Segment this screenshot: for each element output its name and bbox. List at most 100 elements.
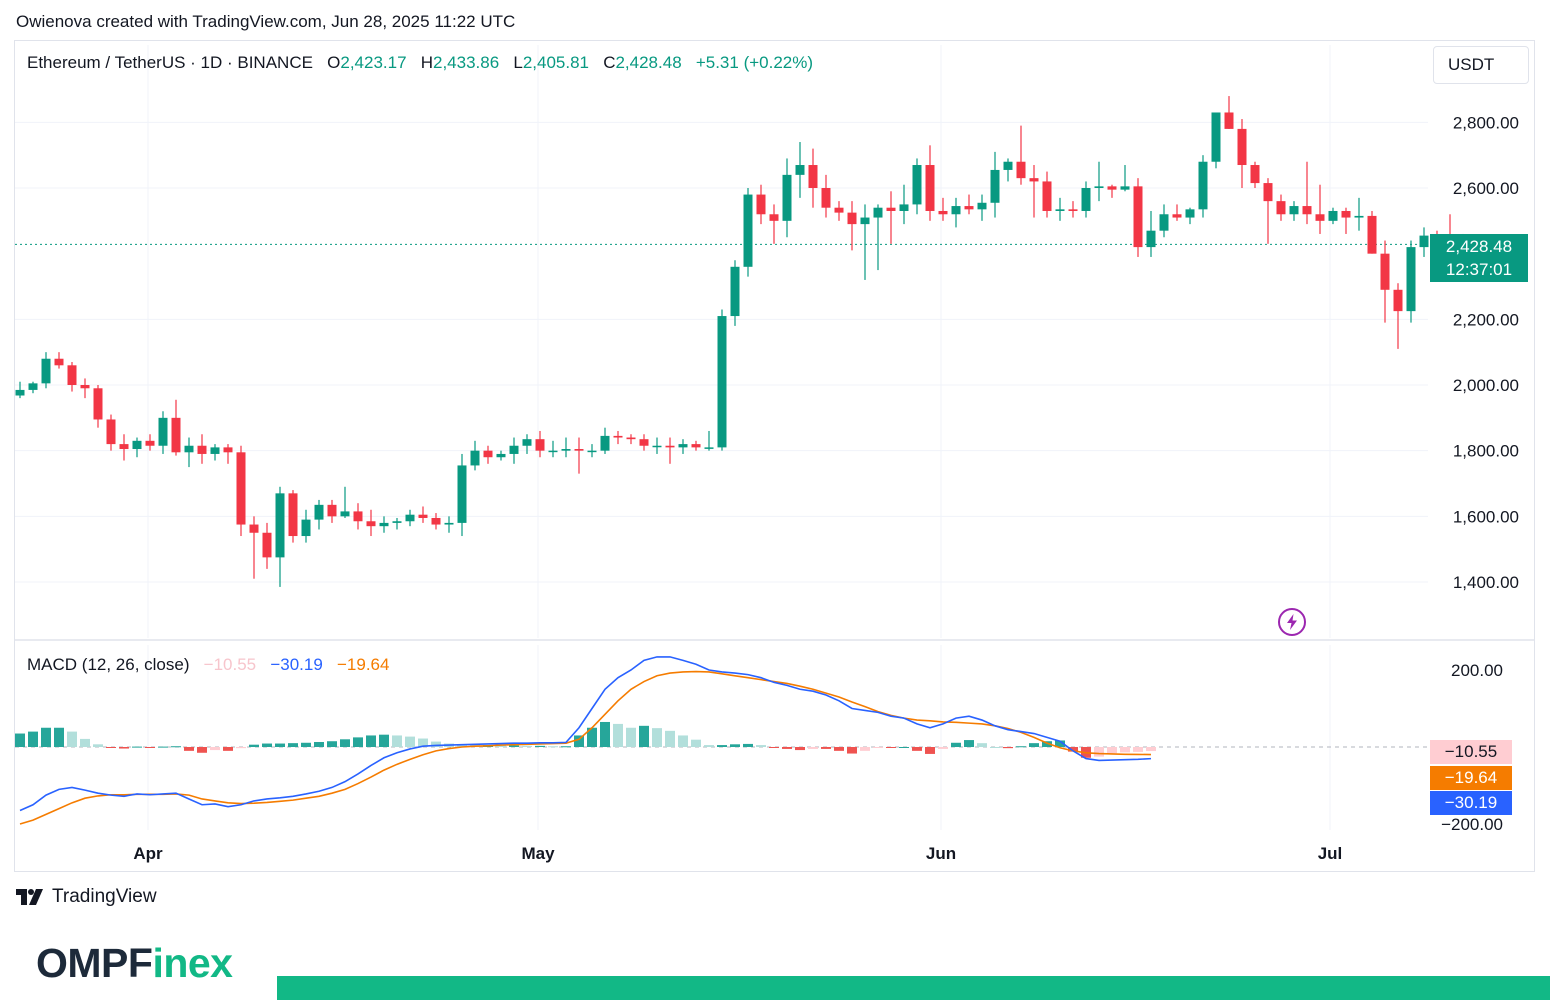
- macd-histogram-bar: [717, 745, 727, 747]
- macd-histogram-bar: [1016, 746, 1026, 748]
- macd-histogram-bar: [847, 747, 857, 754]
- candle-body: [769, 214, 779, 221]
- candle-body: [626, 437, 636, 440]
- candle-body: [353, 511, 363, 522]
- logo-main-text: OMPF: [36, 940, 153, 986]
- macd-histogram-bar: [1107, 747, 1117, 754]
- candle-body: [28, 383, 38, 390]
- candle-body: [821, 188, 831, 208]
- candle-body: [262, 532, 272, 558]
- candle-body: [444, 522, 454, 525]
- currency-selector[interactable]: USDT: [1433, 46, 1529, 84]
- macd-line: [19, 656, 1152, 812]
- macd-histogram-bar: [860, 747, 870, 751]
- macd-histogram-bar: [275, 743, 285, 747]
- flash-icon[interactable]: [1277, 607, 1307, 637]
- macd-histogram-bar: [678, 735, 688, 747]
- macd-pane: [15, 656, 1428, 825]
- macd-histogram-bar: [834, 747, 844, 751]
- macd-histogram-bar: [912, 747, 922, 751]
- candle-body: [145, 440, 155, 446]
- macd-histogram-bar: [600, 721, 610, 747]
- candle-body: [366, 521, 376, 527]
- open-value: 2,423.17: [340, 53, 407, 72]
- macd-histogram-bar: [392, 735, 402, 747]
- price-tick-label: 1,800.00: [1453, 442, 1519, 461]
- candle-body: [1172, 214, 1182, 218]
- candle-body: [613, 435, 623, 438]
- macd-histogram-bar: [210, 747, 220, 751]
- candle-body: [574, 449, 584, 451]
- candle-body: [1302, 206, 1312, 215]
- candle-body: [951, 206, 961, 215]
- candle-body: [340, 511, 350, 517]
- candle-body: [964, 206, 974, 210]
- candle-body: [418, 514, 428, 518]
- candle-body: [197, 445, 207, 454]
- candle-body: [860, 217, 870, 225]
- macd-histogram-bar: [28, 731, 38, 747]
- candle-body: [1003, 161, 1013, 170]
- macd-histogram-bar: [223, 747, 233, 751]
- candle-body: [1328, 210, 1338, 221]
- candle-body: [457, 465, 467, 523]
- candle-body: [1406, 247, 1416, 312]
- macd-histogram-bar: [1120, 747, 1130, 753]
- candle-body: [548, 450, 558, 453]
- candle-body: [925, 165, 935, 211]
- macd-histogram-bar: [691, 739, 701, 747]
- macd-histogram-bar: [652, 728, 662, 747]
- tradingview-brand: TradingView: [16, 886, 157, 908]
- macd-histogram-bar: [431, 741, 441, 747]
- symbol-title: Ethereum / TetherUS · 1D · BINANCE: [27, 53, 313, 72]
- macd-histogram-bar: [1042, 741, 1052, 747]
- macd-histogram-bar: [340, 739, 350, 747]
- candle-body: [873, 207, 883, 218]
- macd-histogram-bar: [418, 738, 428, 747]
- macd-histogram-bar: [41, 727, 51, 747]
- macd-histogram-bar: [67, 731, 77, 747]
- candle-body: [561, 449, 571, 451]
- candle-body: [1341, 210, 1351, 218]
- grid: [15, 45, 1534, 830]
- macd-histogram-bar: [249, 744, 259, 747]
- candle-body: [106, 419, 116, 445]
- macd-histogram-bar: [1068, 747, 1078, 752]
- macd-histogram-bar: [964, 740, 974, 747]
- macd-histogram-bar: [1003, 747, 1013, 749]
- candle-body: [93, 388, 103, 420]
- candle-body: [1315, 214, 1325, 221]
- open-label: O: [327, 53, 341, 72]
- macd-histogram-bar: [938, 747, 948, 749]
- macd-histogram-bar: [106, 747, 116, 748]
- candle-body: [1237, 128, 1247, 166]
- macd-histogram-bar: [496, 745, 506, 747]
- price-tick-label: 1,600.00: [1453, 507, 1519, 526]
- candle-body: [275, 493, 285, 558]
- candle-body: [236, 452, 246, 525]
- candle-body: [184, 445, 194, 453]
- candle-body: [1250, 165, 1260, 184]
- time-tick-label: Jun: [926, 844, 956, 863]
- candle-body: [392, 521, 402, 523]
- macd-tick-label: −200.00: [1441, 815, 1503, 834]
- candle-body: [210, 447, 220, 454]
- candle-body: [379, 522, 389, 527]
- macd-histogram-bar: [288, 743, 298, 747]
- macd-histogram-bar: [769, 747, 779, 748]
- candle-body: [119, 444, 129, 450]
- candle-body: [1198, 161, 1208, 210]
- price-tick-label: 2,200.00: [1453, 310, 1519, 329]
- close-label: C: [603, 53, 616, 72]
- candle-body: [249, 524, 259, 533]
- macd-histogram-bar: [1055, 740, 1065, 747]
- macd-histogram-bar: [236, 747, 246, 749]
- candle-body: [41, 358, 51, 384]
- macd-histogram-bar: [925, 747, 935, 754]
- macd-histogram-bar: [535, 745, 545, 747]
- macd-histogram-bar: [665, 730, 675, 747]
- macd-histogram-bar: [587, 727, 597, 747]
- macd-histogram-bar: [613, 723, 623, 747]
- candle-body: [1016, 161, 1026, 179]
